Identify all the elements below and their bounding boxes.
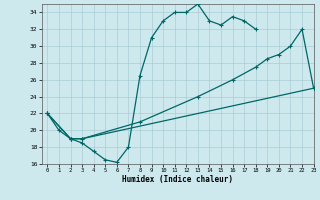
X-axis label: Humidex (Indice chaleur): Humidex (Indice chaleur): [122, 175, 233, 184]
